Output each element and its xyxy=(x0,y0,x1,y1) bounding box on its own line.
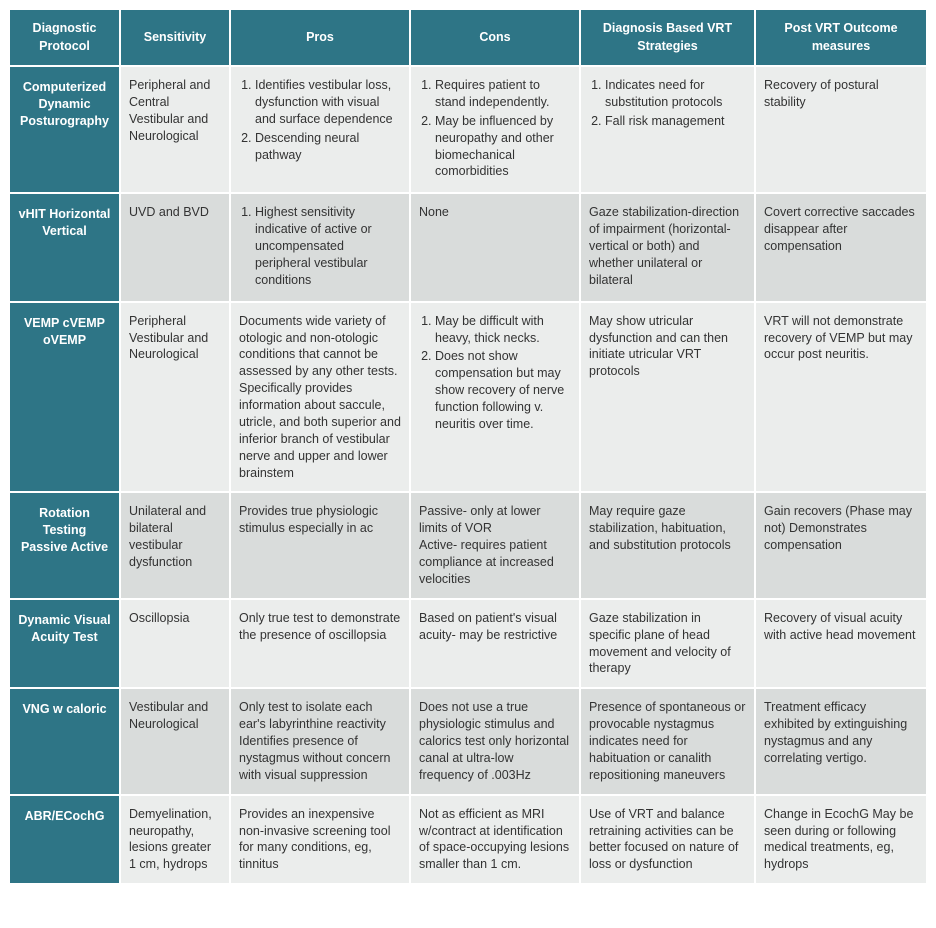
row-post: Gain recovers (Phase may not) Demonstrat… xyxy=(755,492,926,598)
row-protocol: VEMP cVEMP oVEMP xyxy=(10,302,120,493)
row-post: Covert corrective saccades disappear aft… xyxy=(755,193,926,301)
row-vrt: May show utricular dysfunction and can t… xyxy=(580,302,755,493)
row-vrt: May require gaze stabilization, habituat… xyxy=(580,492,755,598)
header-row: Diagnostic Protocol Sensitivity Pros Con… xyxy=(10,10,926,66)
row-vrt: Presence of spontaneous or provocable ny… xyxy=(580,688,755,794)
col-header-sensitivity: Sensitivity xyxy=(120,10,230,66)
row-protocol: Computerized Dynamic Posturography xyxy=(10,66,120,193)
row-sensitivity: Peripheral and Central Vestibular and Ne… xyxy=(120,66,230,193)
row-cons: Requires patient to stand independently.… xyxy=(410,66,580,193)
row-protocol: Rotation Testing Passive Active xyxy=(10,492,120,598)
col-header-protocol: Diagnostic Protocol xyxy=(10,10,120,66)
row-protocol: VNG w caloric xyxy=(10,688,120,794)
row-cons: May be difficult with heavy, thick necks… xyxy=(410,302,580,493)
row-vrt: Use of VRT and balance retraining activi… xyxy=(580,795,755,885)
table-row: Computerized Dynamic PosturographyPeriph… xyxy=(10,66,926,193)
row-cons: Based on patient's visual acuity- may be… xyxy=(410,599,580,689)
row-post: Recovery of visual acuity with active he… xyxy=(755,599,926,689)
row-pros: Highest sensitivity indicative of active… xyxy=(230,193,410,301)
table-body: Computerized Dynamic PosturographyPeriph… xyxy=(10,66,926,884)
row-pros: Only true test to demonstrate the presen… xyxy=(230,599,410,689)
row-protocol: Dynamic Visual Acuity Test xyxy=(10,599,120,689)
row-sensitivity: Demyelination, neuropathy, lesions great… xyxy=(120,795,230,885)
row-sensitivity: UVD and BVD xyxy=(120,193,230,301)
row-sensitivity: Oscillopsia xyxy=(120,599,230,689)
row-sensitivity: Vestibular and Neurological xyxy=(120,688,230,794)
row-pros: Documents wide variety of otologic and n… xyxy=(230,302,410,493)
row-post: VRT will not demonstrate recovery of VEM… xyxy=(755,302,926,493)
row-protocol: ABR/ECochG xyxy=(10,795,120,885)
row-cons: None xyxy=(410,193,580,301)
row-pros: Provides an inexpensive non-invasive scr… xyxy=(230,795,410,885)
row-vrt: Gaze stabilization-direction of impairme… xyxy=(580,193,755,301)
col-header-post: Post VRT Outcome measures xyxy=(755,10,926,66)
row-vrt: Gaze stabilization in specific plane of … xyxy=(580,599,755,689)
row-sensitivity: Unilateral and bilateral vestibular dysf… xyxy=(120,492,230,598)
row-post: Treatment efficacy exhibited by extingui… xyxy=(755,688,926,794)
row-cons: Passive- only at lower limits of VORActi… xyxy=(410,492,580,598)
table-row: Dynamic Visual Acuity TestOscillopsiaOnl… xyxy=(10,599,926,689)
row-pros: Provides true physiologic stimulus espec… xyxy=(230,492,410,598)
col-header-vrt: Diagnosis Based VRT Strategies xyxy=(580,10,755,66)
col-header-cons: Cons xyxy=(410,10,580,66)
row-vrt: Indicates need for substitution protocol… xyxy=(580,66,755,193)
table-row: VNG w caloricVestibular and Neurological… xyxy=(10,688,926,794)
table-row: Rotation Testing Passive ActiveUnilatera… xyxy=(10,492,926,598)
row-protocol: vHIT Horizontal Vertical xyxy=(10,193,120,301)
row-pros: Identifies vestibular loss, dysfunction … xyxy=(230,66,410,193)
table-row: ABR/ECochGDemyelination, neuropathy, les… xyxy=(10,795,926,885)
row-pros: Only test to isolate each ear's labyrint… xyxy=(230,688,410,794)
row-post: Change in EcochG May be seen during or f… xyxy=(755,795,926,885)
col-header-pros: Pros xyxy=(230,10,410,66)
row-sensitivity: Peripheral Vestibular and Neurological xyxy=(120,302,230,493)
diagnostic-table: Diagnostic Protocol Sensitivity Pros Con… xyxy=(10,10,926,885)
row-post: Recovery of postural stability xyxy=(755,66,926,193)
table-row: vHIT Horizontal VerticalUVD and BVDHighe… xyxy=(10,193,926,301)
row-cons: Not as efficient as MRI w/contract at id… xyxy=(410,795,580,885)
table-row: VEMP cVEMP oVEMPPeripheral Vestibular an… xyxy=(10,302,926,493)
row-cons: Does not use a true physiologic stimulus… xyxy=(410,688,580,794)
